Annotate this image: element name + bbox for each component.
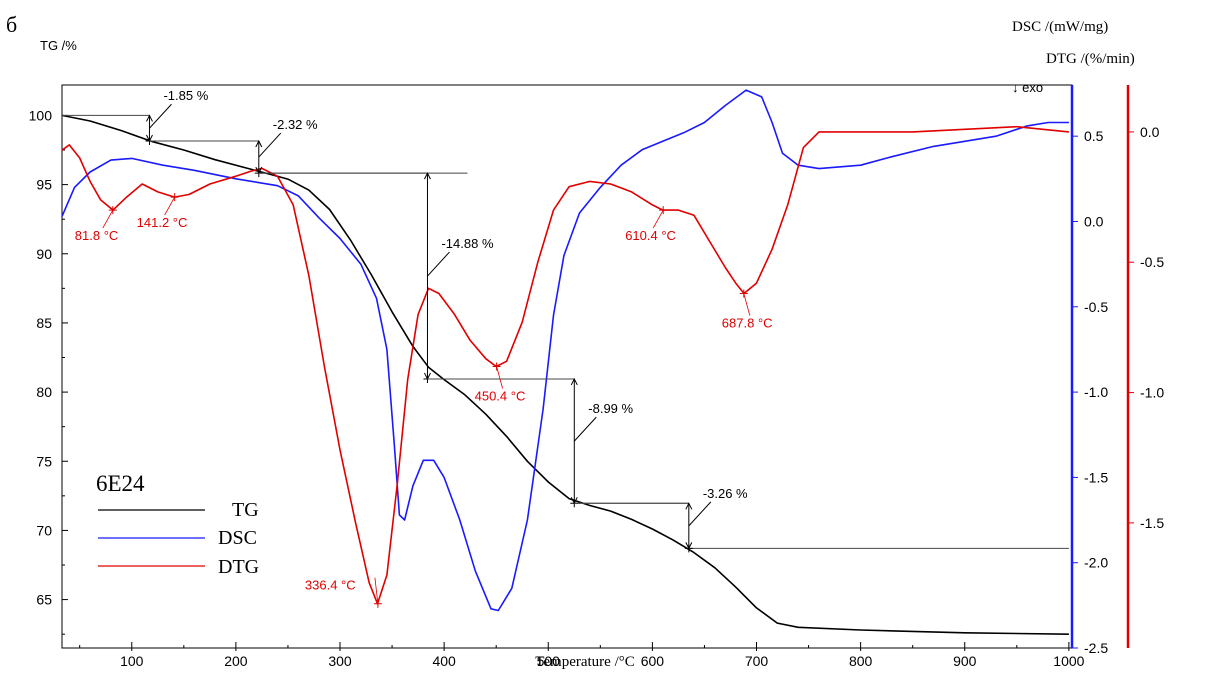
series-dtg-line [61, 125, 1069, 605]
peak-label: 141.2 °C [137, 215, 188, 230]
tg-tick-label: 100 [29, 107, 53, 123]
x-tick-label: 200 [224, 653, 248, 669]
step-arrow-head [685, 502, 693, 510]
tg-tick-label: 80 [36, 384, 52, 400]
tg-tick-label: 90 [36, 246, 52, 262]
tg-tick-label: 65 [36, 592, 52, 608]
peak-leader [102, 209, 114, 229]
step-arrow-head [146, 114, 153, 122]
series-tg-line [61, 114, 1069, 635]
dsc-axis-title: DSC /(mW/mg) [1012, 19, 1108, 35]
peak-leader [374, 577, 379, 604]
step-arrow-head [570, 377, 578, 386]
legend-dsc-label: DSC [218, 527, 257, 549]
dsc-tick-label: -2.5 [1084, 640, 1108, 656]
tg-tick-label: 75 [36, 453, 52, 469]
dtg-tick-label: -1.0 [1140, 385, 1164, 401]
step-arrow-head [255, 139, 263, 148]
x-tick-label: 900 [953, 653, 977, 669]
step-label: -3.26 % [703, 486, 748, 501]
step-label: -1.85 % [163, 88, 208, 103]
peak-leader [496, 366, 503, 389]
dtg-tick-label: 0.0 [1140, 124, 1160, 140]
tg-axis-title: TG /% [40, 38, 77, 53]
legend-tg-label: TG [232, 499, 259, 521]
dtg-axis-title: DTG /(%/min) [1046, 51, 1135, 67]
dsc-tick-label: 0.5 [1084, 128, 1104, 144]
tg-tick-label: 95 [36, 177, 52, 193]
step-label-leader [427, 251, 450, 277]
step-marker [684, 544, 693, 553]
peak-label: 610.4 °C [625, 228, 676, 243]
step-label-leader [688, 501, 712, 527]
plot-frame [61, 84, 1073, 649]
peak-leader [164, 196, 176, 216]
x-tick-label: 100 [120, 653, 144, 669]
x-tick-label: 800 [849, 653, 873, 669]
legend-dtg-label: DTG [218, 556, 259, 578]
dsc-tick-label: -1.0 [1084, 384, 1108, 400]
x-tick-label: 400 [432, 653, 456, 669]
step-label: -8.99 % [588, 401, 633, 416]
x-tick-label: 300 [328, 653, 352, 669]
step-arrow-head [424, 171, 431, 180]
x-tick-label: 1000 [1053, 653, 1084, 669]
peak-leader [652, 209, 664, 229]
tg-tick-label: 70 [36, 522, 52, 538]
series-dsc-line [61, 89, 1069, 612]
peak-label: 450.4 °C [475, 389, 526, 404]
step-label: -2.32 % [273, 117, 318, 132]
dsc-tick-label: 0.0 [1084, 213, 1104, 229]
dsc-tick-label: -1.5 [1084, 469, 1108, 485]
tg-tick-label: 85 [36, 315, 52, 331]
x-tick-label: 600 [641, 653, 665, 669]
peak-label: 687.8 °C [722, 316, 773, 331]
peak-label: 81.8 °C [75, 228, 119, 243]
x-axis-title: Temperature /°C [535, 654, 635, 670]
step-label-leader [258, 132, 282, 158]
dtg-tick-label: -0.5 [1140, 254, 1164, 270]
sample-label: 6E24 [96, 471, 145, 496]
panel-label: б [6, 12, 17, 37]
step-label-leader [573, 416, 597, 442]
x-tick-label: 500 [537, 653, 561, 669]
step-label-leader [149, 103, 172, 129]
plot-area: 100 200 300 400 500 600 700 800 900 1000 65 70 75 80 8… [29, 84, 1164, 669]
dtg-tick-label: -1.5 [1140, 515, 1164, 531]
dsc-tick-label: -0.5 [1084, 299, 1108, 315]
peak-leader [743, 293, 751, 316]
dsc-tick-label: -2.0 [1084, 555, 1108, 571]
x-tick-label: 700 [745, 653, 769, 669]
peak-label: 336.4 °C [305, 578, 356, 593]
exo-direction-label: ↓ exo [1012, 80, 1043, 95]
step-label: -14.88 % [441, 236, 493, 251]
legend: 6E24 TG DSC DTG [96, 471, 259, 578]
peak-marker [492, 362, 501, 371]
